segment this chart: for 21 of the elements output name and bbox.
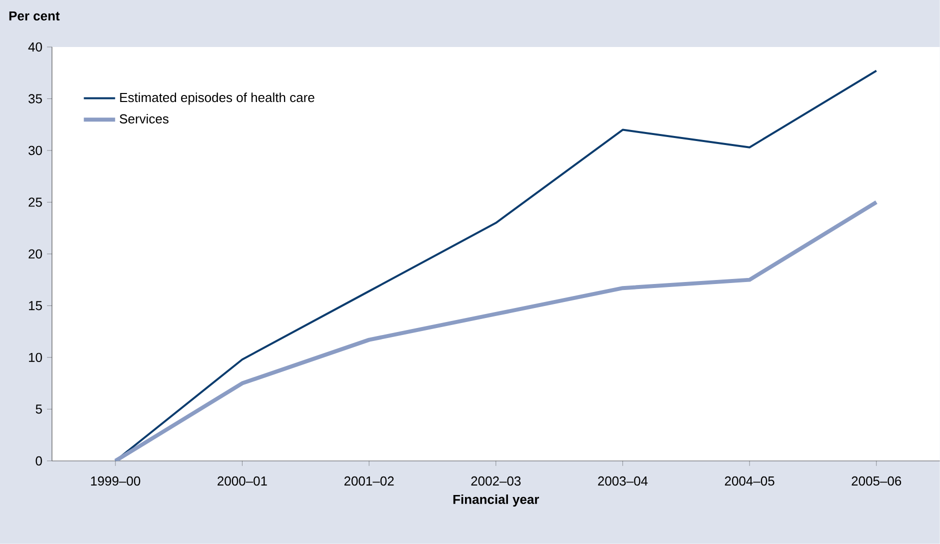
x-tick-label: 2000–01 [218, 476, 267, 486]
y-tick-label: 10 [29, 352, 42, 362]
x-axis-title: Financial year [453, 494, 540, 507]
y-tick-label: 25 [28, 198, 42, 207]
y-tick-label: 5 [36, 404, 42, 414]
y-tick-label: 20 [28, 249, 42, 259]
x-tick-label: 2005–06 [852, 476, 902, 486]
y-tick-label: 30 [28, 146, 42, 156]
x-tick-label: 2002–03 [471, 476, 521, 486]
y-tick-label: 0 [36, 456, 42, 466]
y-tick-label: 15 [29, 301, 42, 310]
y-tick-label: 35 [28, 94, 42, 104]
x-tick-label: 2004–05 [724, 476, 774, 486]
legend-label: Services [120, 114, 168, 124]
legend-label: Estimated episodes of health care [120, 92, 314, 105]
x-tick-label: 2003–04 [598, 476, 648, 486]
y-axis-title: Per cent [9, 12, 60, 21]
x-tick-label: 1999–00 [91, 476, 140, 486]
line-series [113, 200, 878, 461]
x-tick-label: 2001–02 [344, 476, 394, 486]
y-tick-label: 40 [28, 42, 42, 52]
